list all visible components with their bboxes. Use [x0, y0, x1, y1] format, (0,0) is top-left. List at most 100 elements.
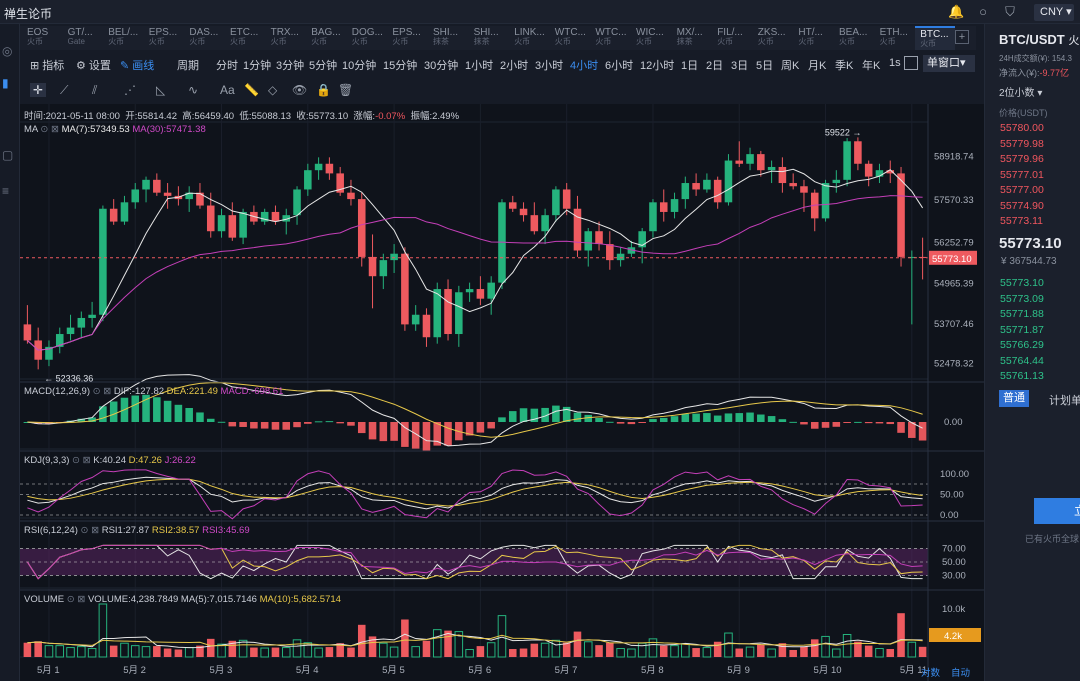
tab-exchange: 抹茶 [676, 37, 693, 46]
tab-13[interactable]: WTC... 火币 [550, 26, 590, 50]
tab-7[interactable]: BAG... 火币 [306, 26, 346, 50]
macd-bar [670, 416, 679, 422]
bid-price[interactable]: 55764.44 [1000, 354, 1044, 367]
doc-icon[interactable]: ▢ [2, 148, 14, 162]
period-3[interactable]: 5分钟 [309, 60, 338, 72]
chart-area[interactable]: 58918.74 57570.33 56252.79 54965.39 53707.46… [20, 104, 984, 681]
period-4[interactable]: 10分钟 [342, 60, 377, 72]
candle-body [692, 183, 700, 190]
settings-button[interactable]: ⚙ 设置 [76, 60, 111, 72]
add-tab-button[interactable]: + [955, 30, 969, 44]
period-12[interactable]: 12小时 [640, 60, 675, 72]
split-window-icon[interactable] [904, 56, 918, 70]
tab-2[interactable]: BEL/... 火币 [103, 26, 143, 50]
tab-0[interactable]: EOS 火币 [22, 26, 62, 50]
period-8[interactable]: 2小时 [500, 60, 529, 72]
date-tick: 5月 11 [900, 665, 927, 676]
ruler-tool-icon[interactable]: 📏 [244, 83, 259, 97]
indicator-button[interactable]: ⊞ 指标 [30, 60, 65, 72]
period-9[interactable]: 3小时 [535, 60, 564, 72]
log-button[interactable]: 对数 [921, 668, 941, 679]
tab-10[interactable]: SHI... 抹茶 [428, 26, 468, 50]
tab-19[interactable]: HT/... 火币 [793, 26, 833, 50]
period-13[interactable]: 1日 [681, 60, 699, 72]
tab-17[interactable]: FIL/... 火币 [712, 26, 752, 50]
circle-icon[interactable]: ◎ [2, 44, 13, 58]
parallel-tool-icon[interactable]: ⫽ [92, 83, 98, 97]
bid-price[interactable]: 55761.13 [1000, 370, 1044, 382]
period-15[interactable]: 3日 [731, 60, 749, 72]
tab-9[interactable]: EPS... 火币 [387, 26, 427, 50]
bid-price[interactable]: 55773.10 [1000, 277, 1044, 289]
eye-tool-icon[interactable]: 👁 [292, 83, 308, 97]
bell-icon[interactable]: 🔔 [948, 4, 965, 19]
tab-14[interactable]: WTC... 火币 [590, 26, 630, 50]
ask-price[interactable]: 55779.98 [1000, 137, 1044, 150]
tab-8[interactable]: DOG... 火币 [347, 26, 387, 50]
tab-6[interactable]: TRX... 火币 [266, 26, 306, 50]
tab-5[interactable]: ETC... 火币 [225, 26, 265, 50]
tab-20[interactable]: BEA... 火币 [834, 26, 874, 50]
decimals-select[interactable]: 2位小数 ▾ [999, 88, 1043, 99]
magnet-tool-icon[interactable]: ◇ [268, 83, 278, 97]
ask-price[interactable]: 55774.90 [1000, 199, 1044, 212]
tab-plan[interactable]: 计划单 [1049, 395, 1080, 407]
triangle-tool-icon[interactable]: ◺ [156, 83, 166, 97]
bid-price[interactable]: 55771.88 [1000, 308, 1044, 320]
ask-price[interactable]: 55777.01 [1000, 168, 1044, 181]
tab-15[interactable]: WIC... 火币 [631, 26, 671, 50]
search-icon[interactable]: ○ [979, 4, 987, 19]
tab-12[interactable]: LINK... 火币 [509, 26, 549, 50]
tab-4[interactable]: DAS... 火币 [184, 26, 224, 50]
period-10[interactable]: 4小时 [570, 60, 599, 72]
trendline-tool-icon[interactable]: ⟋ [60, 83, 69, 97]
bid-price[interactable]: 55773.09 [1000, 292, 1044, 305]
tab-11[interactable]: SHI... 抹茶 [469, 26, 509, 50]
candle-body [487, 282, 495, 299]
shirt-icon[interactable]: ⛉ [1005, 4, 1015, 19]
draw-button[interactable]: ✎ 画线 [120, 60, 155, 72]
tab-3[interactable]: EPS... 火币 [144, 26, 184, 50]
tab-16[interactable]: MX/... 抹茶 [672, 26, 712, 50]
bid-price[interactable]: 55766.29 [1000, 339, 1044, 351]
tab-22[interactable]: BTC... 火币 [915, 26, 956, 50]
period-14[interactable]: 2日 [706, 60, 724, 72]
period-16[interactable]: 5日 [756, 60, 774, 72]
period-6[interactable]: 30分钟 [424, 60, 459, 72]
currency-select[interactable]: CNY ▾ [1034, 4, 1074, 21]
crosshair-tool-icon[interactable]: ✛ [30, 83, 47, 97]
period-5[interactable]: 15分钟 [383, 60, 418, 72]
window-mode-select[interactable]: 单窗口▾ [923, 55, 975, 72]
wave-tool-icon[interactable]: ∿ [188, 83, 199, 97]
tab-18[interactable]: ZKS... 火币 [753, 26, 793, 50]
ask-price[interactable]: 55780.00 [1000, 122, 1044, 134]
tab-21[interactable]: ETH... 火币 [875, 26, 915, 50]
auto-button[interactable]: 自动 [951, 668, 971, 679]
lock-tool-icon[interactable]: 🔒 [316, 83, 331, 97]
period-0[interactable]: 分时 [216, 60, 238, 72]
bid-price[interactable]: 55771.87 [1000, 323, 1044, 336]
period-21[interactable]: 1s [889, 57, 901, 69]
kline-chart[interactable]: 58918.74 57570.33 56252.79 54965.39 53707.46… [20, 104, 984, 681]
candle-body [541, 215, 549, 232]
tab-1[interactable]: GT/... Gate [63, 26, 103, 50]
ask-price[interactable]: 55779.96 [1000, 153, 1044, 165]
trash-tool-icon[interactable]: 🗑 [338, 83, 354, 97]
macd-bar [153, 397, 161, 422]
period-20[interactable]: 年K [862, 60, 881, 72]
chart-icon[interactable]: ▮ [2, 76, 9, 90]
period-2[interactable]: 3分钟 [276, 60, 305, 72]
period-11[interactable]: 6小时 [605, 60, 634, 72]
ask-price[interactable]: 55777.00 [1000, 184, 1044, 196]
fib-tool-icon[interactable]: ⋰ [124, 83, 136, 97]
action-button[interactable]: 立 [1034, 498, 1080, 524]
period-7[interactable]: 1小时 [465, 60, 494, 72]
text-tool-icon[interactable]: Aa [220, 83, 235, 97]
period-17[interactable]: 周K [781, 60, 800, 72]
period-18[interactable]: 月K [808, 60, 827, 72]
list-icon[interactable]: ≡ [2, 184, 10, 198]
ask-price[interactable]: 55773.11 [1000, 215, 1044, 227]
period-19[interactable]: 季K [835, 60, 854, 72]
tab-normal[interactable]: 普通 [999, 390, 1029, 407]
period-1[interactable]: 1分钟 [243, 60, 272, 72]
